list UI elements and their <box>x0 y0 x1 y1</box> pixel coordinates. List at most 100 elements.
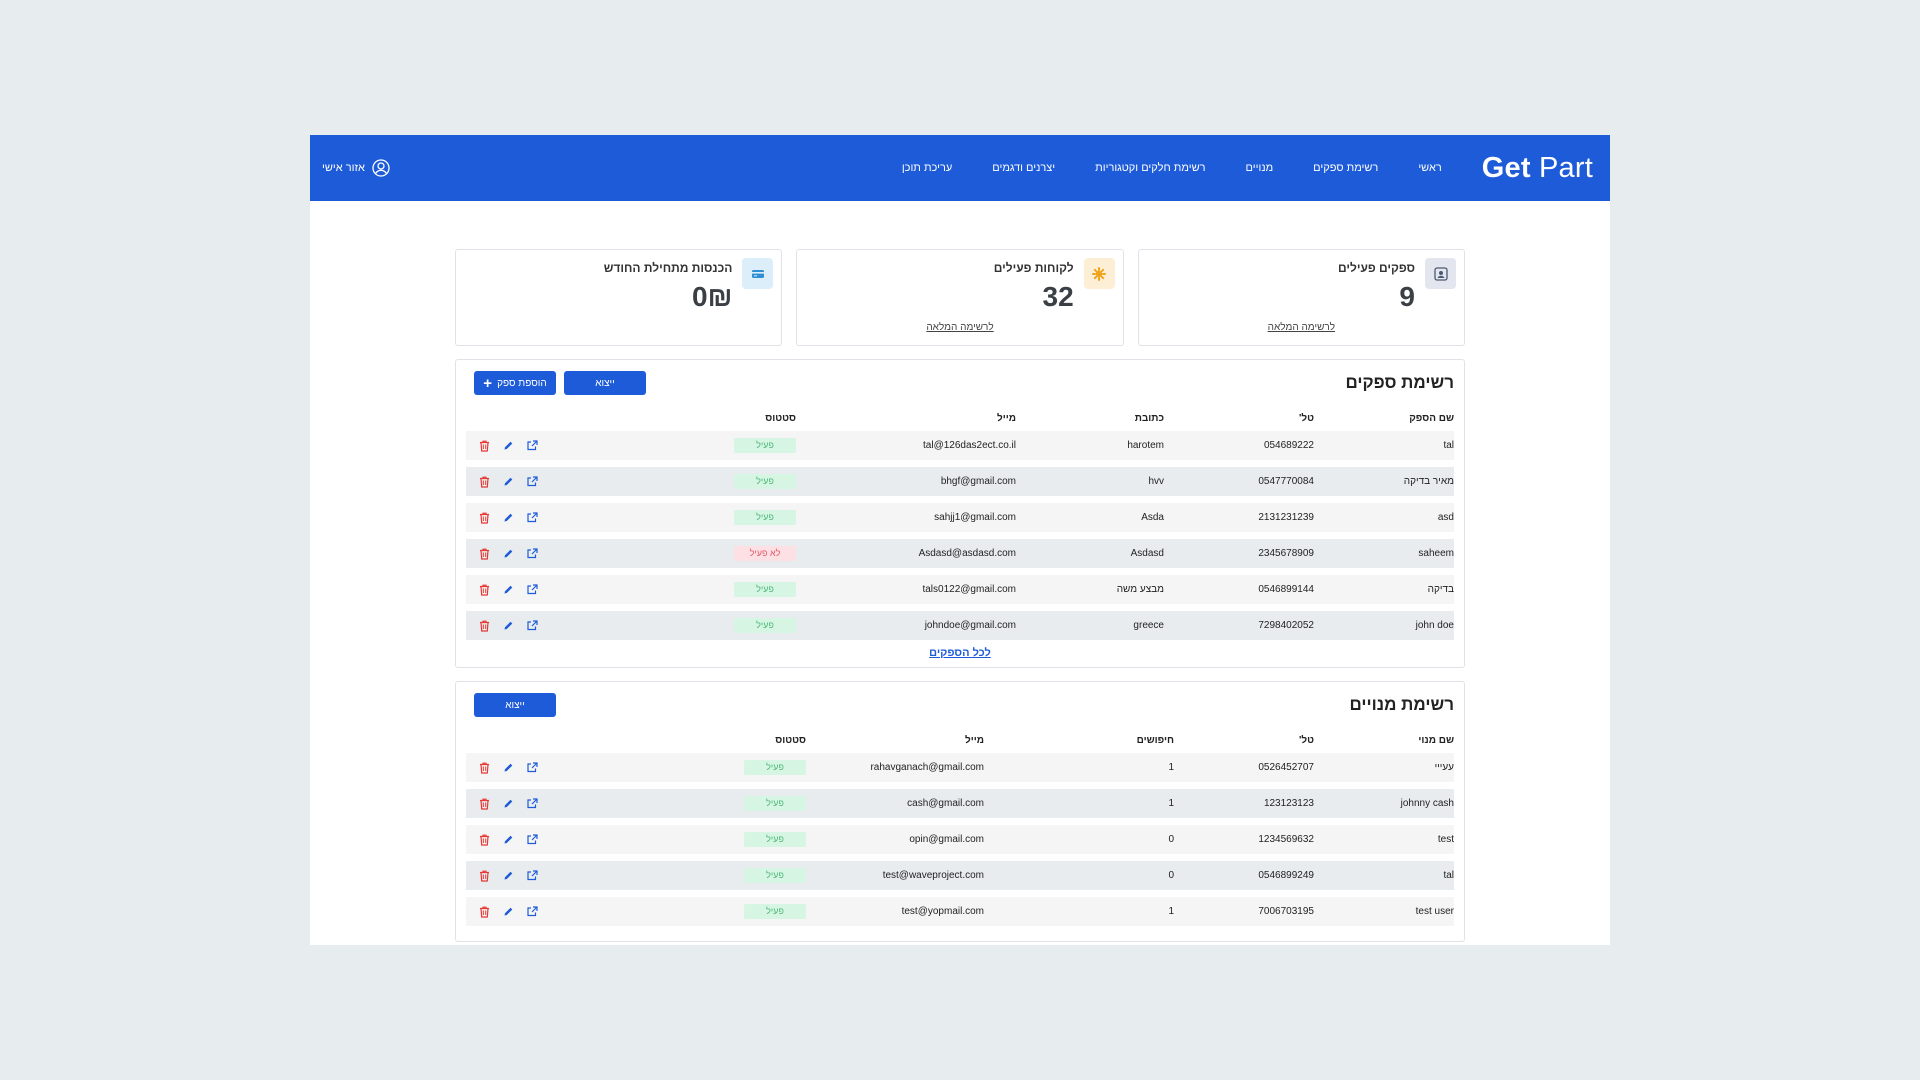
cell-address: harotem <box>1016 431 1164 460</box>
add-supplier-label: הוספת ספק <box>497 377 547 389</box>
main-content: ספקים פעילים 9 לרשימה המלאה לקוחות פעילי… <box>310 201 1610 942</box>
stat-active-customers: לקוחות פעילים 32 לרשימה המלאה <box>796 249 1124 346</box>
external-link-icon[interactable] <box>526 906 538 918</box>
cell-status: פעיל <box>590 861 806 890</box>
add-supplier-button[interactable]: + הוספת ספק <box>474 371 556 395</box>
pencil-icon[interactable] <box>502 512 514 524</box>
pencil-icon[interactable] <box>502 584 514 596</box>
nav-suppliers[interactable]: רשימת ספקים <box>1313 162 1379 174</box>
cell-phone: 0547770084 <box>1164 467 1314 496</box>
cell-email: tal@126das2ect.co.il <box>796 431 1016 460</box>
column-header: טל' <box>1299 413 1314 424</box>
column-header: סטטוס <box>775 735 806 746</box>
cell-address: greece <box>1016 611 1164 640</box>
cell-actions <box>466 825 590 854</box>
cell-email: Asdasd@asdasd.com <box>796 539 1016 568</box>
cell-status: פעיל <box>580 575 796 604</box>
cell-phone: 1234569632 <box>1174 825 1314 854</box>
external-link-icon[interactable] <box>526 620 538 632</box>
table-row: tal 0546899249 0 test@waveproject.com פעיל <box>466 861 1454 890</box>
pencil-icon[interactable] <box>502 906 514 918</box>
cell-email: test@yopmail.com <box>806 897 984 926</box>
cell-status: פעיל <box>580 467 796 496</box>
trash-icon[interactable] <box>478 762 490 774</box>
nav-manufacturers-models[interactable]: יצרנים ודגמים <box>992 162 1056 174</box>
cell-name: מאיר בדיקה <box>1314 467 1454 496</box>
external-link-icon[interactable] <box>526 512 538 524</box>
trash-icon[interactable] <box>478 512 490 524</box>
trash-icon[interactable] <box>478 548 490 560</box>
nav-content-editing[interactable]: עריכת תוכן <box>901 162 953 174</box>
status-badge: פעיל <box>734 474 796 489</box>
table-row: מאיר בדיקה 0547770084 hvv bhgf@gmail.com פעי… <box>466 467 1454 496</box>
pencil-icon[interactable] <box>502 548 514 560</box>
trash-icon[interactable] <box>478 834 490 846</box>
cell-phone: 054689222 <box>1164 431 1314 460</box>
stat-value: 9 <box>1399 281 1415 312</box>
cell-actions <box>466 575 580 604</box>
cell-address: hvv <box>1016 467 1164 496</box>
external-link-icon[interactable] <box>526 440 538 452</box>
logo[interactable]: Get Part <box>1482 152 1593 185</box>
cell-phone: 7298402052 <box>1164 611 1314 640</box>
panel-title: רשימת מנויים <box>1349 695 1454 714</box>
stat-active-suppliers: ספקים פעילים 9 לרשימה המלאה <box>1137 249 1465 346</box>
actions-header <box>466 407 580 424</box>
column-header: מייל <box>964 735 984 746</box>
external-link-icon[interactable] <box>526 476 538 488</box>
trash-icon[interactable] <box>478 906 490 918</box>
nav-home[interactable]: ראשי <box>1418 162 1442 174</box>
cell-searches: 1 <box>984 789 1174 818</box>
cell-name: saheem <box>1314 539 1454 568</box>
pencil-icon[interactable] <box>502 798 514 810</box>
pencil-icon[interactable] <box>502 440 514 452</box>
pencil-icon[interactable] <box>502 870 514 882</box>
nav-right: Get Part ראשי רשימת ספקים מנויים רשימת ח… <box>902 152 1593 185</box>
trash-icon[interactable] <box>478 476 490 488</box>
table-row: test 1234569632 0 opin@gmail.com פעיל <box>466 825 1454 854</box>
export-label: ייצוא <box>595 377 615 389</box>
nav-subscribers[interactable]: מנויים <box>1245 162 1274 174</box>
status-badge: פעיל <box>744 760 806 775</box>
export-button[interactable]: ייצוא <box>564 371 646 395</box>
external-link-icon[interactable] <box>526 798 538 810</box>
cell-name: test user <box>1314 897 1454 926</box>
personal-area-link[interactable]: אזור אישי <box>322 159 390 177</box>
logo-thin-text: Part <box>1539 151 1593 184</box>
trash-icon[interactable] <box>478 584 490 596</box>
full-list-link[interactable]: לרשימה המלאה <box>1267 322 1336 333</box>
cell-phone: 123123123 <box>1174 789 1314 818</box>
column-header: מייל <box>996 413 1016 424</box>
full-list-link[interactable]: לרשימה המלאה <box>926 322 994 333</box>
cell-phone: 2131231239 <box>1164 503 1314 532</box>
trash-icon[interactable] <box>478 620 490 632</box>
external-link-icon[interactable] <box>526 548 538 560</box>
nav-parts-categories[interactable]: רשימת חלקים וקטגוריות <box>1095 162 1206 174</box>
cell-name: test <box>1314 825 1454 854</box>
panel-title: רשימת ספקים <box>1345 373 1454 392</box>
pencil-icon[interactable] <box>502 620 514 632</box>
pencil-icon[interactable] <box>502 762 514 774</box>
pencil-icon[interactable] <box>502 834 514 846</box>
table-row: asd 2131231239 Asda sahjj1@gmail.com פעיל <box>466 503 1454 532</box>
cell-status: פעיל <box>590 789 806 818</box>
gear-icon <box>1083 258 1115 289</box>
cell-email: sahjj1@gmail.com <box>796 503 1016 532</box>
table-row: עעייי 0526452707 1 rahavganach@gmail.com פעי… <box>466 753 1454 782</box>
cell-status: פעיל <box>580 503 796 532</box>
all-suppliers-link[interactable]: לכל הספקים <box>929 647 991 659</box>
cell-phone: 0546899249 <box>1174 861 1314 890</box>
export-button[interactable]: ייצוא <box>474 693 556 717</box>
cell-address: מבצע משה <box>1016 575 1164 604</box>
table-row: john doe 7298402052 greece johndoe@gmail.co… <box>466 611 1454 640</box>
trash-icon[interactable] <box>478 440 490 452</box>
pencil-icon[interactable] <box>502 476 514 488</box>
external-link-icon[interactable] <box>526 834 538 846</box>
external-link-icon[interactable] <box>526 584 538 596</box>
cell-searches: 0 <box>984 861 1174 890</box>
cell-name: john doe <box>1314 611 1454 640</box>
trash-icon[interactable] <box>478 870 490 882</box>
external-link-icon[interactable] <box>526 870 538 882</box>
external-link-icon[interactable] <box>526 762 538 774</box>
trash-icon[interactable] <box>478 798 490 810</box>
